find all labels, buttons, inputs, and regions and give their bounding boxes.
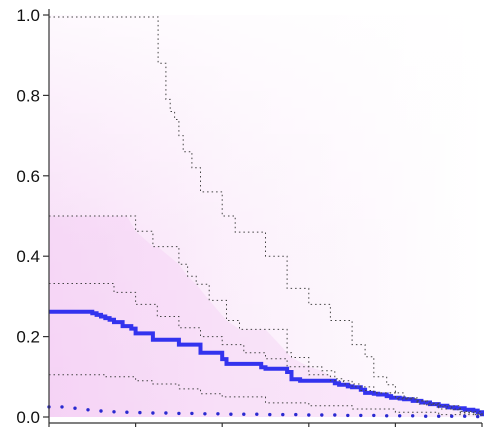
- lower-point: [242, 412, 246, 416]
- lower-point: [216, 412, 220, 416]
- y-tick-label: 0.4: [16, 247, 40, 266]
- lower-point: [372, 413, 376, 418]
- lower-point: [333, 413, 337, 417]
- lower-point: [112, 410, 116, 414]
- lower-point: [437, 414, 441, 418]
- lower-point: [190, 411, 194, 416]
- y-tick-label: 0.6: [16, 167, 40, 186]
- y-tick-label: 1.0: [16, 6, 40, 25]
- y-tick-label: 0.8: [16, 86, 40, 105]
- quantile-line-dotted-q-0.5b: [49, 283, 483, 417]
- axes: 0.0 0.2 0.4 0.6 0.8 1.0: [16, 6, 483, 427]
- lower-point: [138, 410, 142, 415]
- lower-point: [411, 414, 415, 418]
- quantile-line-dotted-upper-0.975: [49, 16, 483, 417]
- lower-point: [229, 412, 233, 416]
- lower-point: [424, 414, 428, 418]
- lower-point: [359, 413, 363, 418]
- lower-point: [86, 408, 90, 412]
- lower-point: [203, 412, 207, 416]
- lower-point: [255, 412, 259, 416]
- lower-point: [164, 411, 168, 415]
- y-tick-label: 0.0: [16, 408, 40, 427]
- lower-point: [320, 413, 324, 417]
- lower-point: [60, 405, 64, 409]
- lower-point: [125, 410, 129, 414]
- lower-point: [463, 414, 467, 418]
- lower-point: [294, 412, 298, 417]
- lower-point: [151, 411, 155, 415]
- lower-point: [99, 409, 103, 413]
- lower-point: [307, 413, 311, 417]
- lower-point: [385, 414, 389, 418]
- density-shading: [49, 216, 482, 417]
- density-shading-region: [49, 216, 482, 417]
- lower-point: [268, 412, 272, 417]
- plot-background: [49, 15, 482, 417]
- lower-point: [281, 412, 285, 417]
- lower-point: [450, 414, 454, 418]
- quantile-line-dotted-lower-0.25: [49, 374, 483, 417]
- lower-point: [398, 414, 402, 418]
- lower-point: [73, 406, 77, 410]
- lower-point: [476, 414, 480, 419]
- lower-point: [177, 411, 181, 416]
- lower-point: [346, 413, 350, 418]
- series-layer: [47, 16, 484, 419]
- y-tick-label: 0.2: [16, 328, 40, 347]
- quantile-line-dotted-upper-0.75: [49, 215, 483, 416]
